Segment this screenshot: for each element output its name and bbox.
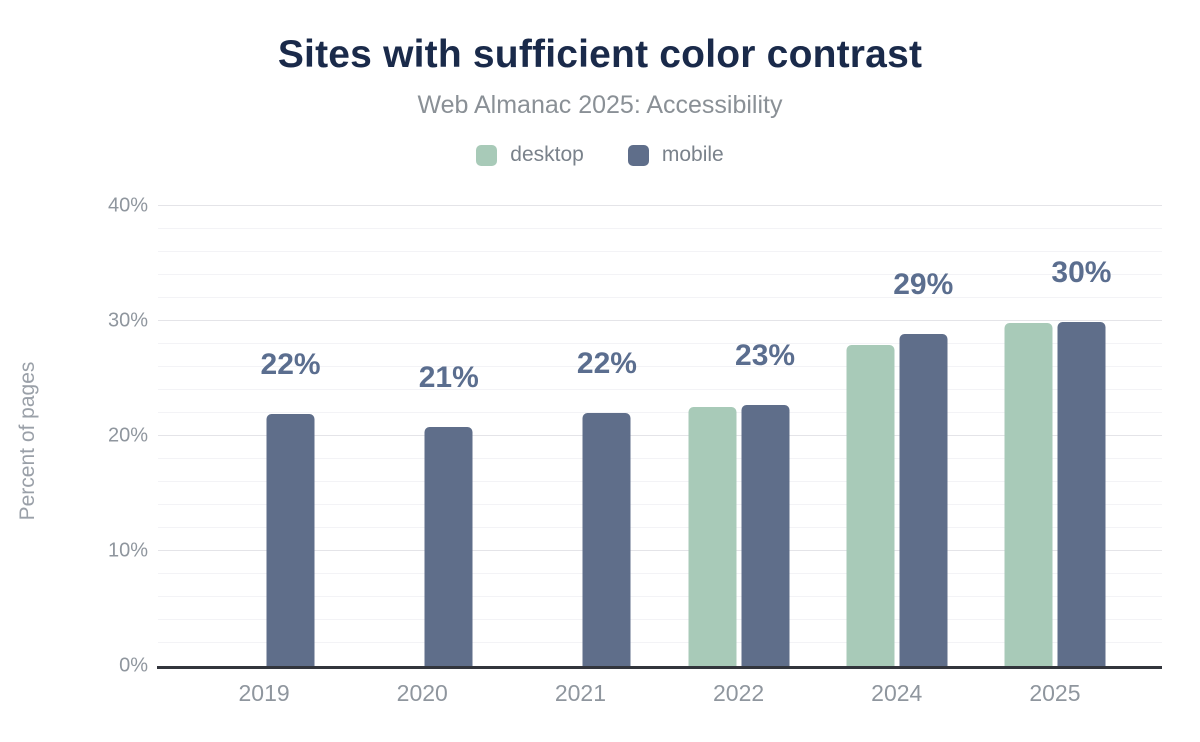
mobile-bar-slot <box>741 404 790 666</box>
legend-label-desktop: desktop <box>510 143 584 166</box>
mobile-bar-slot <box>899 333 948 666</box>
mobile-bar <box>266 414 315 666</box>
desktop-bar <box>1004 323 1053 666</box>
mobile-bar-slot <box>424 426 473 666</box>
desktop-bar-slot <box>1004 323 1053 666</box>
gridline-minor <box>158 366 1162 367</box>
gridline-minor <box>158 573 1162 574</box>
gridline-major <box>158 320 1162 321</box>
y-tick-label: 10% <box>107 539 148 562</box>
gridline-major <box>158 205 1162 206</box>
mobile-bar <box>741 404 790 666</box>
y-tick-label: 20% <box>107 424 148 447</box>
mobile-bar-slot <box>1057 322 1106 666</box>
legend-swatch-mobile <box>627 144 649 166</box>
x-axis-label: 2024 <box>871 680 923 706</box>
value-label: 22% <box>260 348 321 382</box>
gridline-minor <box>158 481 1162 482</box>
gridline-minor <box>158 596 1162 597</box>
value-label: 30% <box>1051 256 1112 290</box>
gridline-minor <box>158 458 1162 459</box>
desktop-bar <box>846 345 895 666</box>
mobile-bar <box>424 426 473 666</box>
legend-swatch-desktop <box>476 144 498 166</box>
legend-item-mobile: mobile <box>627 143 724 167</box>
gridline-minor <box>158 297 1162 298</box>
bar-group-2021: 22% <box>530 206 637 666</box>
y-tick-label: 0% <box>119 654 148 677</box>
x-axis-label: 2020 <box>396 680 448 706</box>
x-axis-label: 2021 <box>554 680 606 706</box>
x-axis-line <box>157 666 1162 669</box>
value-label: 23% <box>735 338 796 372</box>
y-tick-label: 40% <box>107 194 148 217</box>
value-label: 29% <box>893 267 954 301</box>
value-label: 22% <box>576 347 637 380</box>
gridline-minor <box>158 251 1162 252</box>
gridline-major <box>158 435 1162 436</box>
mobile-bar <box>582 413 631 666</box>
mobile-bar <box>1057 322 1106 666</box>
y-axis-title: Percent of pages <box>16 361 39 521</box>
gridline-minor <box>158 504 1162 505</box>
bar-group-2020: 21% <box>372 206 479 666</box>
gridline-minor <box>158 389 1162 390</box>
mobile-bar-slot <box>582 413 631 666</box>
value-label: 21% <box>418 360 479 394</box>
gridline-minor <box>158 412 1162 413</box>
desktop-bar <box>688 407 737 666</box>
bar-group-2022: 23% <box>688 206 795 666</box>
y-tick-label: 30% <box>107 309 148 332</box>
legend: desktop mobile <box>0 143 1200 167</box>
legend-item-desktop: desktop <box>476 143 584 167</box>
gridline-major <box>158 550 1162 551</box>
legend-label-mobile: mobile <box>661 143 724 166</box>
gridline-minor <box>158 527 1162 528</box>
gridline-minor <box>158 343 1162 344</box>
x-axis-label: 2022 <box>712 680 765 706</box>
bar-group-2024: 29% <box>846 206 953 666</box>
desktop-bar-slot <box>688 407 737 666</box>
chart-subtitle: Web Almanac 2025: Accessibility <box>417 91 783 119</box>
gridline-minor <box>158 274 1162 275</box>
desktop-bar-slot <box>846 345 895 666</box>
gridline-minor <box>158 228 1162 229</box>
chart-title: Sites with sufficient color contrast <box>277 33 923 76</box>
x-axis-label: 2019 <box>238 680 290 706</box>
x-axis-label: 2025 <box>1029 680 1081 706</box>
gridline-minor <box>158 619 1162 620</box>
plot-area: 0% 10% 20% 30% 40% 22% 2019 21% 2020 22% 2021 23% 20… <box>108 195 1162 706</box>
mobile-bar <box>899 333 948 666</box>
bar-group-2019: 22% <box>214 206 321 666</box>
gridline-minor <box>158 642 1162 643</box>
bar-group-2025: 30% <box>1004 206 1111 666</box>
mobile-bar-slot <box>266 414 315 666</box>
